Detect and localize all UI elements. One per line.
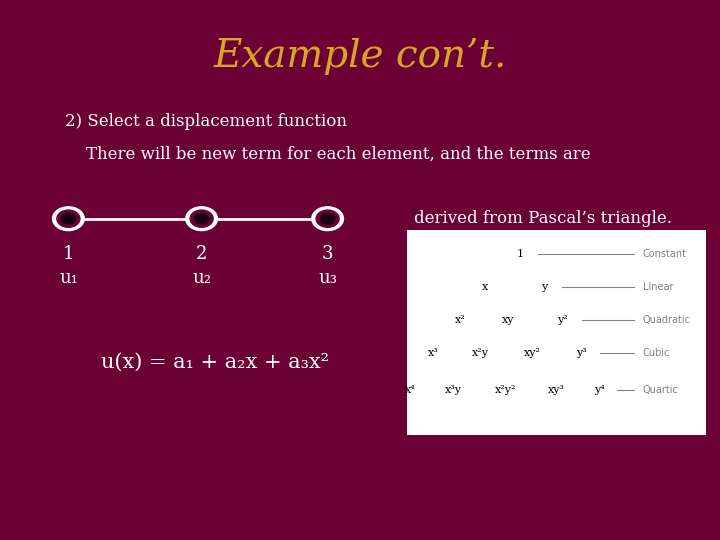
- Circle shape: [312, 207, 343, 231]
- Text: Cubic: Cubic: [643, 348, 670, 357]
- Text: u₁: u₁: [59, 269, 78, 287]
- Text: y²: y²: [557, 315, 567, 325]
- Circle shape: [194, 213, 209, 224]
- Text: x²y²: x²y²: [495, 384, 516, 395]
- Text: x²y: x²y: [472, 348, 488, 357]
- Circle shape: [53, 207, 84, 231]
- Circle shape: [190, 210, 213, 227]
- Text: xy: xy: [502, 315, 515, 325]
- Text: Quadratic: Quadratic: [643, 315, 691, 325]
- Text: 3: 3: [322, 245, 333, 263]
- FancyBboxPatch shape: [407, 230, 706, 435]
- Text: Example con’t.: Example con’t.: [213, 38, 507, 75]
- Text: 2: 2: [196, 245, 207, 263]
- Text: xy³: xy³: [548, 384, 564, 395]
- Text: x²: x²: [455, 315, 466, 325]
- Text: Constant: Constant: [643, 249, 687, 259]
- Text: 2) Select a displacement function: 2) Select a displacement function: [65, 113, 347, 130]
- Text: derived from Pascal’s triangle.: derived from Pascal’s triangle.: [414, 210, 672, 227]
- Text: Linear: Linear: [643, 282, 673, 292]
- Text: There will be new term for each element, and the terms are: There will be new term for each element,…: [65, 145, 590, 163]
- Circle shape: [186, 207, 217, 231]
- Text: x³: x³: [428, 348, 439, 357]
- Text: 1: 1: [517, 249, 524, 259]
- Text: x: x: [482, 282, 487, 292]
- Circle shape: [61, 213, 76, 224]
- Circle shape: [57, 210, 80, 227]
- Text: u₂: u₂: [192, 269, 211, 287]
- Circle shape: [316, 210, 339, 227]
- Text: 1: 1: [63, 245, 74, 263]
- Text: x⁴: x⁴: [405, 384, 415, 395]
- Text: Quartic: Quartic: [643, 384, 679, 395]
- Text: u(x) = a₁ + a₂x + a₃x²: u(x) = a₁ + a₂x + a₃x²: [101, 352, 329, 372]
- Circle shape: [320, 213, 335, 224]
- Text: y⁴: y⁴: [594, 384, 605, 395]
- Text: u₃: u₃: [318, 269, 337, 287]
- Text: x³y: x³y: [445, 384, 462, 395]
- Text: y³: y³: [576, 348, 587, 357]
- Text: y: y: [541, 282, 547, 292]
- Text: xy²: xy²: [523, 348, 541, 357]
